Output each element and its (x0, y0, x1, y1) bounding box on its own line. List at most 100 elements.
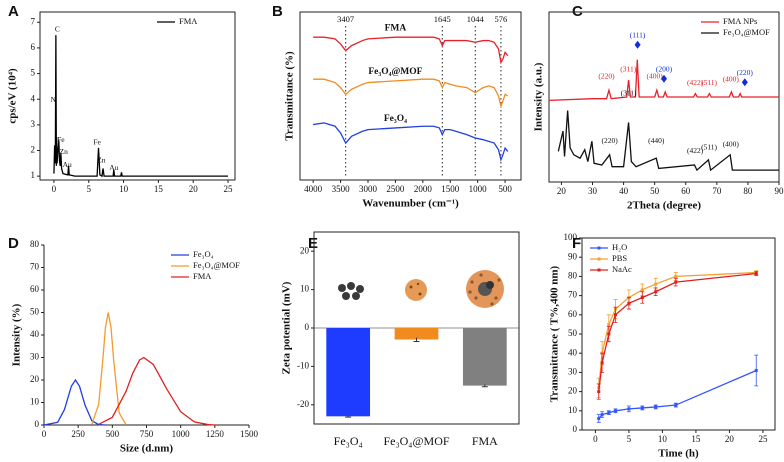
point (597, 416, 601, 420)
peak-label: (422) (687, 146, 704, 155)
x-tick-label: 0 (593, 434, 598, 444)
error-bar (345, 415, 352, 418)
y-axis-label: Transmittance ( T%,400 nm) (549, 265, 561, 402)
point (614, 313, 618, 317)
point (674, 280, 678, 284)
peak-label: (220) (601, 136, 618, 145)
point (754, 272, 758, 276)
x-tick-label: 2500 (386, 184, 405, 194)
y-tick-label: 6 (31, 42, 36, 52)
y-axis-label: cps/eV (10⁴) (7, 68, 19, 124)
x-tick-label: 40 (619, 186, 629, 196)
point (607, 332, 611, 336)
series-line (91, 312, 127, 426)
x-tick-label: 0 (42, 429, 47, 439)
y-tick-label: 0 (35, 419, 40, 429)
reference-label: 576 (495, 14, 508, 24)
series-line (313, 122, 509, 163)
peak-label: Au (109, 163, 118, 172)
plot-frame (39, 11, 236, 181)
point (654, 290, 658, 294)
peak-label: (440) (648, 136, 665, 145)
plot-frame (581, 237, 776, 431)
point (754, 368, 758, 372)
x-tick-label: 1500 (240, 429, 259, 439)
y-tick-label: 70 (30, 262, 40, 272)
peak-marker (741, 78, 748, 87)
series-label: Fe₃O₄ (384, 114, 407, 124)
peak-label: (511) (701, 143, 717, 152)
peak-label: (311) (621, 88, 637, 97)
point (674, 403, 678, 407)
series-line (598, 271, 757, 388)
peak-label: Fe (93, 138, 101, 147)
y-tick-label: 40 (568, 347, 578, 357)
point (640, 406, 644, 410)
point (600, 413, 604, 417)
point (674, 274, 678, 278)
x-axis-label: Time (h) (658, 448, 699, 460)
y-tick-label: 70 (568, 290, 578, 300)
y-tick-label: 90 (568, 251, 578, 261)
x-tick-label: 1000 (469, 184, 488, 194)
x-tick-label: 250 (71, 429, 85, 439)
point (597, 390, 601, 394)
plot-frame (299, 11, 522, 181)
panel-letter: C (572, 3, 583, 20)
point (640, 288, 644, 292)
x-tick-label: 10 (658, 434, 668, 444)
panel-letter: A (8, 3, 19, 20)
peak-label: (200) (656, 65, 673, 74)
legend-label: Fe₃O₄ (193, 249, 214, 259)
peak-label: (400) (723, 75, 740, 84)
x-tick-label: 3000 (359, 184, 378, 194)
y-tick-label: 20 (300, 245, 310, 255)
peak-label: (111) (630, 31, 646, 40)
series-line (53, 35, 229, 178)
y-tick-label: 100 (564, 232, 578, 242)
legend-label: FMA (179, 16, 198, 26)
peak-marker (661, 74, 667, 83)
x-tick-label: Fe₃O₄ (334, 434, 363, 448)
peak-label: (400) (723, 139, 740, 148)
point (654, 282, 658, 286)
x-tick-label: 20 (557, 186, 567, 196)
y-tick-label: 80 (30, 239, 40, 249)
y-tick-label: 1 (31, 170, 36, 180)
y-tick-label: 10 (568, 405, 578, 415)
legend-label: PBS (612, 253, 627, 263)
x-tick-label: 20 (725, 434, 735, 444)
peak-label: Au (63, 160, 72, 169)
reference-label: 1645 (434, 14, 451, 24)
bar (326, 328, 371, 417)
x-tick-label: 90 (775, 186, 784, 196)
y-tick-label: 2 (31, 145, 36, 155)
bar (462, 328, 507, 386)
legend-label: Fe₃O₄@MOF (193, 260, 240, 270)
reference-label: 3407 (337, 14, 354, 24)
peak-label: (220) (737, 68, 754, 77)
legend-label: Fe₃O₄@MOF (723, 27, 770, 37)
panel-letter: D (8, 235, 19, 252)
peak-label: (311) (620, 65, 636, 74)
y-tick-label: 5 (31, 68, 36, 78)
y-tick-label: 80 (568, 270, 578, 280)
y-axis-label: Intensity (a.u.) (533, 62, 545, 131)
x-tick-label: 1500 (441, 184, 460, 194)
x-tick-label: 500 (498, 184, 512, 194)
point (607, 322, 611, 326)
point (607, 411, 611, 415)
x-tick-label: 4000 (304, 184, 323, 194)
legend-label: FMA NPs (723, 16, 757, 26)
panel-letter: B (272, 3, 283, 20)
y-axis-label: Zeta potential (mV) (281, 281, 293, 374)
y-tick-label: 40 (30, 329, 40, 339)
y-tick-label: 20 (30, 374, 40, 384)
peak-label: Zn (60, 147, 69, 156)
y-tick-label: 30 (30, 352, 40, 362)
point (600, 361, 604, 365)
x-tick-label: 60 (681, 186, 691, 196)
y-tick-label: 10 (30, 397, 40, 407)
peak-label: Zn (97, 155, 106, 164)
